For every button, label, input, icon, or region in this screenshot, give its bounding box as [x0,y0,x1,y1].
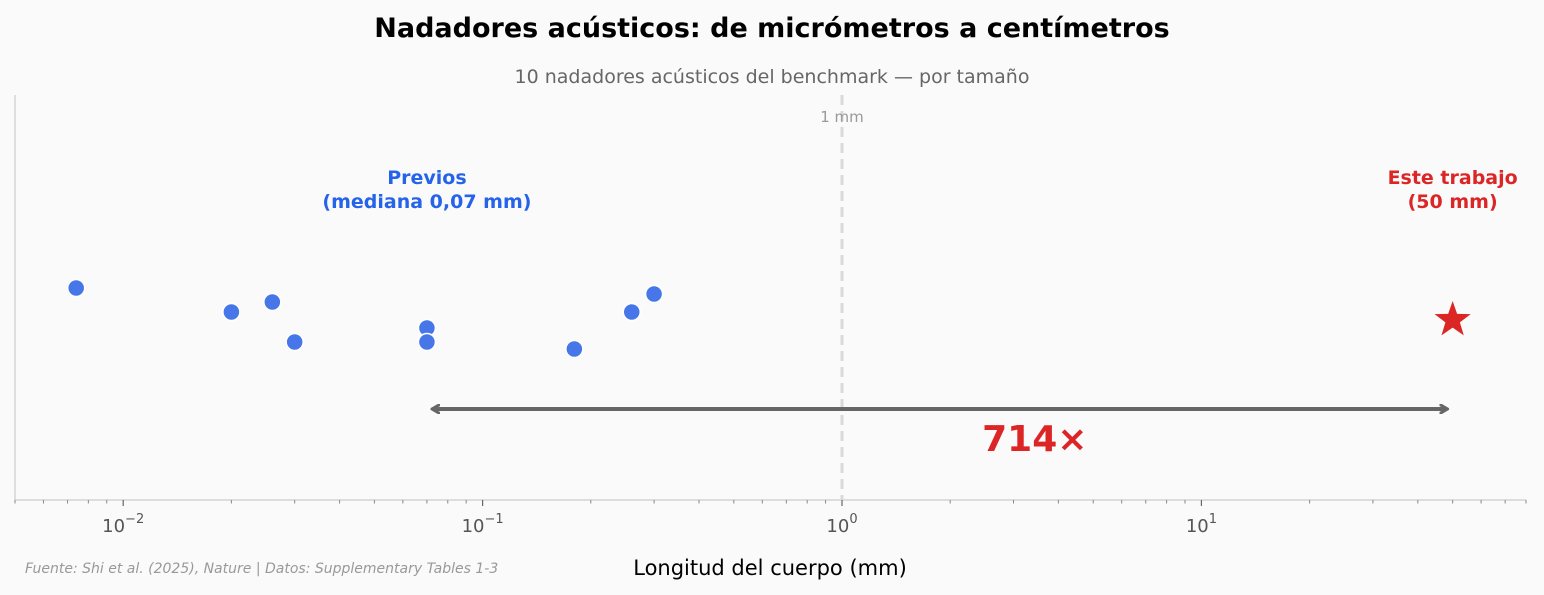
scatter-point [222,302,241,322]
x-axis-label: Longitud del cuerpo (mm) [633,556,907,580]
ratio-label: 714× [982,419,1087,460]
previous-group-label: Previos (mediana 0,07 mm) [322,167,531,213]
x-tick-label: 101 [1186,512,1217,537]
x-tick-label: 10−1 [462,512,504,537]
scatter-point [285,332,304,352]
chart-subtitle: 10 nadadores acústicos del benchmark — p… [515,66,1030,88]
x-tick-label: 100 [826,512,857,537]
scatter-point [565,339,584,359]
star-point [1434,301,1471,336]
scatter-point [644,284,664,304]
ratio-arrow-group: 714× [433,409,1447,460]
this-work-label: Este trabajo (50 mm) [1388,167,1518,213]
data-points [66,278,1471,359]
scatter-point [417,332,437,352]
chart-title: Nadadores acústicos: de micrómetros a ce… [374,13,1169,44]
x-tick-label: 10−2 [102,512,144,537]
source-note: Fuente: Shi et al. (2025), Nature | Dato… [25,561,498,577]
x-axis-ticks: 10−2 10−1 100 101 [14,500,1527,537]
scatter-point [622,302,641,322]
scatter-point [66,278,86,298]
reference-line-group: 1 mm [820,95,864,500]
group-labels: Previos (mediana 0,07 mm) Este trabajo (50 … [322,167,1517,213]
reference-line-label: 1 mm [820,108,864,126]
scatter-point [263,292,282,312]
